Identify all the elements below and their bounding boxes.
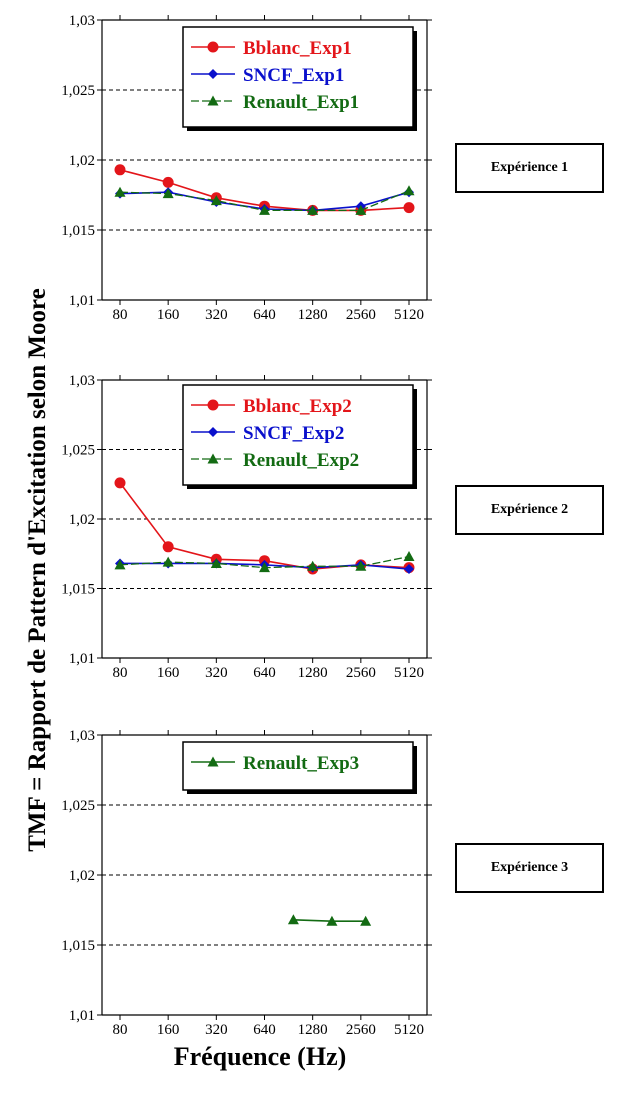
x-tick-label: 640 (253, 307, 276, 323)
experience-3-label: Expérience 3 (490, 860, 569, 875)
data-point (162, 188, 174, 199)
data-point (355, 560, 367, 571)
y-tick-label: 1,01 (69, 651, 95, 667)
y-tick-label: 1,03 (69, 373, 95, 389)
y-tick-label: 1,02 (69, 153, 95, 169)
x-tick-label: 320 (205, 665, 228, 681)
experience-1-label: Expérience 1 (490, 160, 569, 175)
y-tick-label: 1,02 (69, 512, 95, 528)
x-tick-label: 320 (205, 307, 228, 323)
legend-box (182, 384, 414, 486)
legend-label: Bblanc_Exp2 (243, 396, 352, 417)
data-point (210, 557, 222, 568)
legend-box (182, 26, 414, 128)
x-tick-label: 160 (157, 1022, 180, 1038)
experience-2-label: Expérience 2 (490, 502, 569, 517)
y-tick-label: 1,015 (61, 223, 95, 239)
chart-panel-1: 1,01 1,015 1,02 1,025 1,03 80 160 320 640 1280 256… (61, 13, 432, 323)
legend-label: SNCF_Exp2 (243, 423, 344, 444)
data-point (210, 195, 222, 206)
legend-label: Renault_Exp1 (243, 92, 359, 113)
x-tick-label: 320 (205, 1022, 228, 1038)
y-tick-label: 1,025 (61, 443, 95, 459)
legend-label: Renault_Exp3 (243, 753, 359, 774)
legend-label: SNCF_Exp1 (243, 65, 344, 86)
x-tick-label: 160 (157, 307, 180, 323)
x-tick-label: 80 (113, 665, 128, 681)
chart-panel-3: 1,01 1,015 1,02 1,025 1,03 80 160 320 640 1280 256… (61, 728, 432, 1038)
x-tick-label: 1280 (298, 307, 328, 323)
data-point (114, 186, 126, 197)
x-tick-label: 1280 (298, 1022, 328, 1038)
y-tick-label: 1,01 (69, 1008, 95, 1024)
legend-label: Renault_Exp2 (243, 450, 359, 471)
legend-marker (207, 453, 219, 464)
x-tick-label: 640 (253, 665, 276, 681)
chart-panel-2: 1,01 1,015 1,02 1,025 1,03 80 160 320 640 1280 256… (61, 373, 432, 681)
legend-marker (207, 756, 219, 767)
data-point (355, 204, 367, 215)
y-tick-label: 1,015 (61, 582, 95, 598)
x-tick-label: 80 (113, 1022, 128, 1038)
y-tick-label: 1,03 (69, 13, 95, 29)
y-tick-label: 1,01 (69, 293, 95, 309)
x-tick-label: 2560 (346, 665, 376, 681)
legend-marker (208, 427, 218, 437)
y-tick-label: 1,015 (61, 938, 95, 954)
y-tick-label: 1,03 (69, 728, 95, 744)
x-tick-label: 5120 (394, 307, 424, 323)
legend-marker (207, 95, 219, 106)
legend-box (182, 741, 414, 791)
x-tick-label: 80 (113, 307, 128, 323)
data-point (114, 559, 126, 570)
x-tick-label: 2560 (346, 1022, 376, 1038)
legend-marker (208, 69, 218, 79)
experience-1-box: Expérience 1 (455, 143, 604, 193)
x-tick-label: 160 (157, 665, 180, 681)
y-tick-label: 1,025 (61, 83, 95, 99)
legend-marker (207, 399, 219, 411)
y-axis-label: TMF = Rapport de Pattern d'Excitation se… (24, 288, 51, 852)
x-tick-label: 1280 (298, 665, 328, 681)
data-point (162, 176, 174, 188)
data-point (360, 915, 372, 926)
legend-marker (207, 41, 219, 53)
data-point (162, 541, 174, 553)
data-point (403, 551, 415, 562)
data-point (259, 204, 270, 215)
experience-3-box: Expérience 3 (455, 843, 604, 893)
x-tick-label: 5120 (394, 1022, 424, 1038)
y-tick-label: 1,02 (69, 868, 95, 884)
data-point (162, 556, 174, 567)
legend-label: Bblanc_Exp1 (243, 38, 352, 59)
data-point (307, 204, 319, 215)
experience-2-box: Expérience 2 (455, 485, 604, 535)
data-point (403, 185, 415, 196)
y-tick-label: 1,025 (61, 798, 95, 814)
data-point (326, 915, 338, 926)
x-axis-label: Fréquence (Hz) (173, 1042, 347, 1071)
x-tick-label: 5120 (394, 665, 424, 681)
data-point (114, 164, 126, 176)
data-point (403, 202, 415, 214)
data-point (287, 914, 299, 925)
data-point (114, 477, 126, 489)
data-point (259, 562, 270, 573)
data-point (404, 564, 414, 575)
data-point (307, 560, 319, 571)
x-tick-label: 2560 (346, 307, 376, 323)
x-tick-label: 640 (253, 1022, 276, 1038)
